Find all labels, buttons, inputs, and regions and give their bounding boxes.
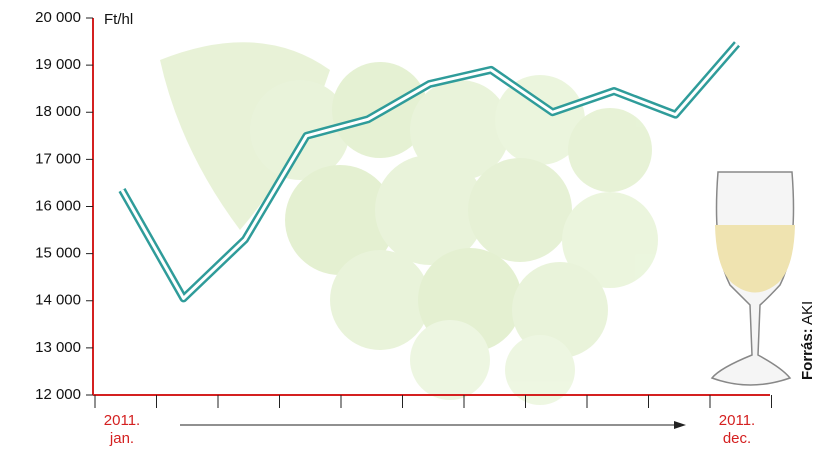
- background-grapes: [160, 42, 658, 405]
- y-tick-label: 15 000: [35, 245, 81, 262]
- y-tick-label: 14 000: [35, 292, 81, 309]
- y-tick-label: 19 000: [35, 56, 81, 73]
- y-tick-label: 12 000: [35, 386, 81, 403]
- source: Forrás: AKI: [799, 301, 814, 380]
- y-tick-label: 18 000: [35, 103, 81, 120]
- y-tick-label: 17 000: [35, 150, 81, 167]
- x-tick-label: 2011. jan.: [103, 412, 141, 447]
- y-tick-label: 13 000: [35, 339, 81, 356]
- source-name: AKI: [799, 301, 814, 325]
- wine-glass: [710, 171, 795, 386]
- series-line: [120, 42, 739, 300]
- source-label: Forrás:: [799, 328, 814, 380]
- y-tick-label: 20 000: [35, 9, 81, 26]
- y-unit: Ft/hl: [104, 11, 133, 28]
- y-tick-label: 16 000: [35, 197, 81, 214]
- arrow-head: [674, 421, 686, 429]
- x-tick-label: 2011. dec.: [718, 412, 756, 447]
